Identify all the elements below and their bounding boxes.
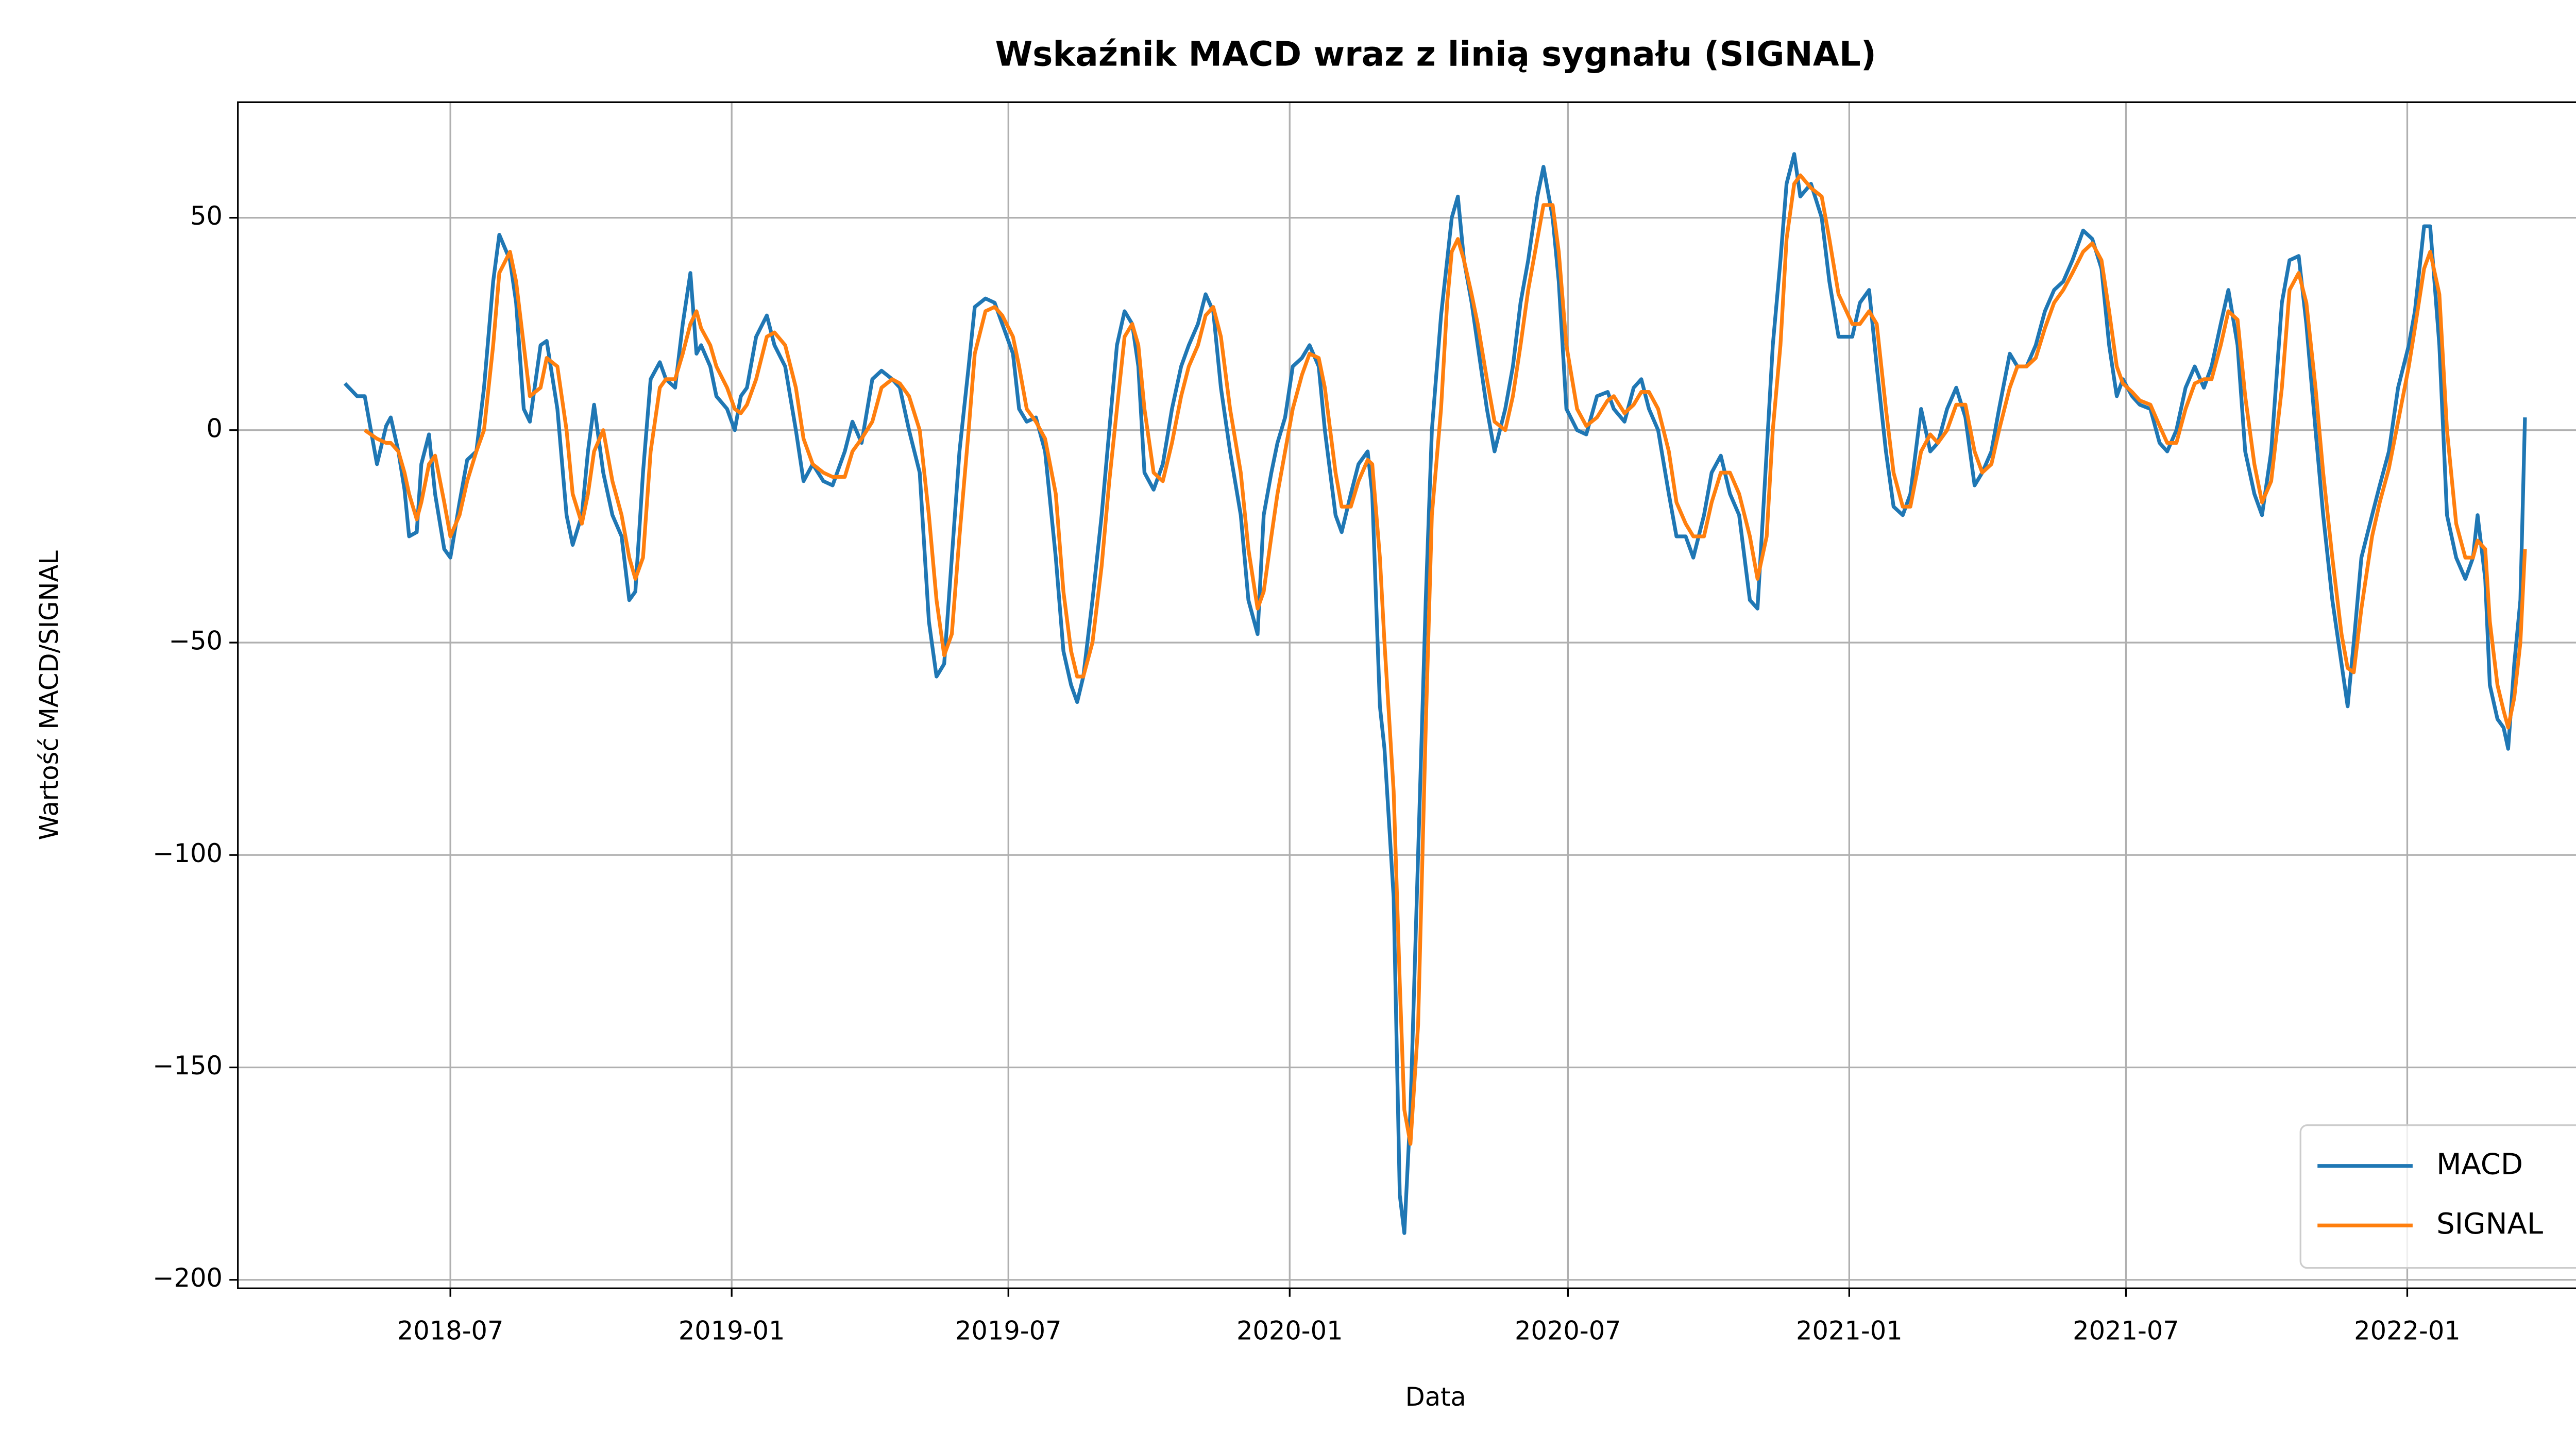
y-tick-label: −200 <box>152 1263 223 1293</box>
legend-box <box>2299 1124 2576 1269</box>
plot-frame <box>237 101 2576 1289</box>
y-tick-label: 50 <box>190 201 223 231</box>
x-tick-label: 2021-07 <box>2073 1316 2179 1345</box>
x-tick-label: 2021-01 <box>1796 1316 1903 1345</box>
y-tick-label: −50 <box>169 626 223 656</box>
legend: MACD SIGNAL <box>2299 1124 2576 1269</box>
y-tick-label: −150 <box>152 1051 223 1081</box>
y-axis-label: Wartość MACD/SIGNAL <box>34 550 64 840</box>
legend-label: SIGNAL <box>2436 1207 2543 1241</box>
x-tick-label: 2018-07 <box>397 1316 504 1345</box>
x-axis-label: Data <box>1405 1382 1466 1412</box>
x-tick-label: 2020-01 <box>1236 1316 1343 1345</box>
line-series <box>363 173 2527 1146</box>
chart-title: Wskaźnik MACD wraz z linią sygnału (SIGN… <box>995 34 1876 74</box>
line-series <box>343 152 2527 1235</box>
y-tick-label: 0 <box>207 413 223 443</box>
x-tick-label: 2020-07 <box>1515 1316 1621 1345</box>
x-tick-label: 2019-07 <box>955 1316 1062 1345</box>
legend-label: MACD <box>2436 1148 2523 1181</box>
y-tick-label: −100 <box>152 838 223 868</box>
x-tick-label: 2019-01 <box>679 1316 785 1345</box>
x-tick-label: 2022-01 <box>2354 1316 2461 1345</box>
